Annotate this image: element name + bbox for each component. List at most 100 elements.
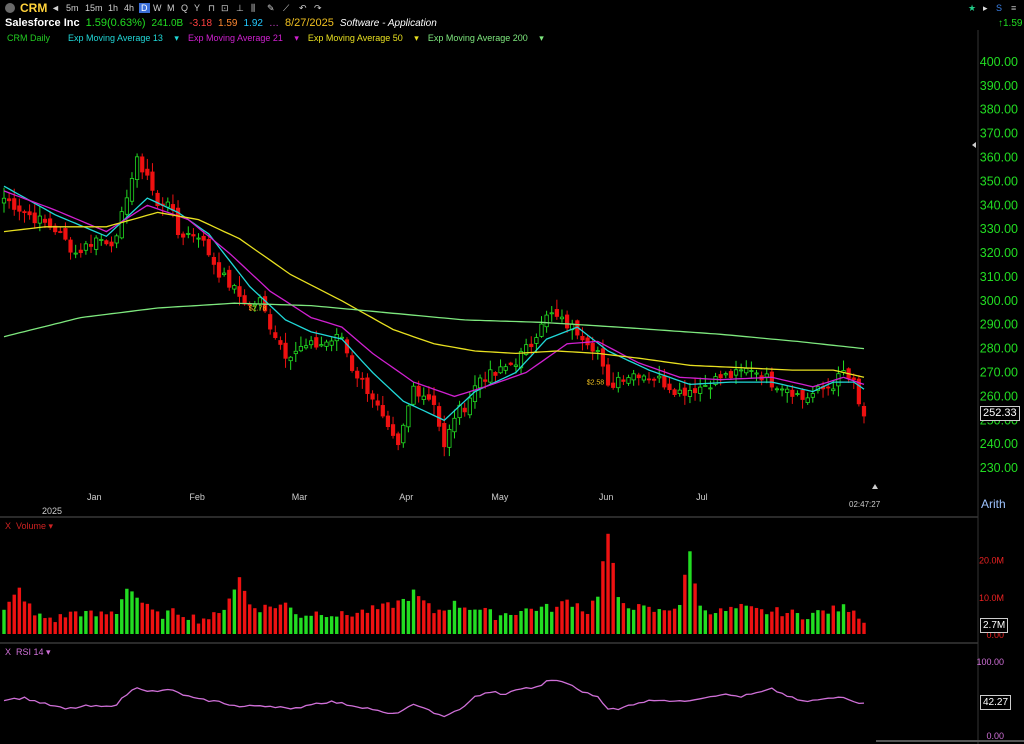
volume-bar xyxy=(795,613,800,634)
candle-body xyxy=(580,335,585,341)
price-tick-label: 270.00 xyxy=(980,366,1018,380)
favorite-star-icon[interactable]: ★ xyxy=(968,3,977,13)
volume-bar xyxy=(2,609,6,634)
candle-body xyxy=(749,370,754,372)
volume-bar xyxy=(729,606,733,634)
draw-tool-icon[interactable]: ✎ xyxy=(267,3,275,13)
candle-body xyxy=(32,212,37,224)
dividend-annotation: $2.58 xyxy=(587,379,605,386)
legend-ema50[interactable]: Exp Moving Average 50 ▾ xyxy=(307,33,419,43)
candle-body xyxy=(7,198,12,202)
s-badge-icon[interactable]: S xyxy=(996,3,1003,13)
tf-4h[interactable]: 4h xyxy=(124,3,135,13)
symbol-search-icon[interactable] xyxy=(5,3,15,13)
tf-5m[interactable]: 5m xyxy=(66,3,79,13)
candle-body xyxy=(314,337,319,348)
tf-q[interactable]: Q xyxy=(181,3,189,13)
volume-bar xyxy=(278,604,283,634)
candle-body xyxy=(723,373,728,376)
volume-bar xyxy=(299,617,303,634)
candle-body xyxy=(58,231,63,233)
ma-legend: CRM Daily Exp Moving Average 13 ▾ Exp Movi… xyxy=(7,33,553,44)
volume-tick-label: 10.0M xyxy=(979,593,1004,603)
volume-bar xyxy=(401,598,405,634)
redo-icon[interactable]: ↷ xyxy=(314,3,322,13)
volume-bar xyxy=(652,611,656,634)
candle-body xyxy=(472,385,478,403)
bars-icon[interactable]: ⫼ xyxy=(251,3,256,13)
ticker-symbol[interactable]: CRM xyxy=(20,1,48,15)
volume-bar xyxy=(130,591,134,634)
volume-bar xyxy=(463,607,467,634)
volume-bar xyxy=(150,609,155,634)
volume-bar xyxy=(232,589,237,634)
candle-body xyxy=(713,376,718,385)
volume-bar xyxy=(616,597,620,634)
compare-icon[interactable]: ⊡ xyxy=(221,3,229,13)
candle-body xyxy=(129,178,135,202)
scale-mode-label[interactable]: Arith xyxy=(981,497,1006,511)
tf-1h[interactable]: 1h xyxy=(108,3,119,13)
legend-crm-daily[interactable]: CRM Daily xyxy=(7,33,51,43)
candle-body xyxy=(524,344,529,355)
legend-ema21[interactable]: Exp Moving Average 21 ▾ xyxy=(187,33,299,43)
candle-body xyxy=(790,389,795,397)
price-tick-label: 310.00 xyxy=(980,270,1018,284)
candle-body xyxy=(88,244,94,247)
volume-bar xyxy=(7,601,11,634)
volume-bar xyxy=(770,611,774,634)
volume-bar xyxy=(381,603,385,634)
measure-icon[interactable]: ⟋ xyxy=(283,3,290,13)
volume-bar xyxy=(140,602,144,634)
tf-d[interactable]: D xyxy=(139,3,150,13)
tf-m[interactable]: M xyxy=(167,3,175,13)
value-3: 1.92 xyxy=(243,18,263,29)
candle-body xyxy=(851,377,856,380)
candle-body xyxy=(104,240,109,245)
ema-line xyxy=(3,211,865,378)
candle-body xyxy=(355,370,360,379)
volume-bar xyxy=(391,607,395,634)
candle-body xyxy=(124,197,129,215)
volume-bar xyxy=(468,609,472,634)
tf-15m[interactable]: 15m xyxy=(85,3,103,13)
rt-icon[interactable]: ▸ xyxy=(983,3,988,13)
volume-bar xyxy=(800,619,805,634)
candle-body xyxy=(452,417,457,433)
industry-label: Software - Application xyxy=(339,18,437,29)
volume-bar xyxy=(355,612,359,634)
volume-bar xyxy=(283,602,288,634)
legend-ema200[interactable]: Exp Moving Average 200 ▾ xyxy=(427,33,544,43)
menu-icon[interactable]: ≡ xyxy=(1011,3,1017,13)
dividend-annotation: $2.78 xyxy=(249,305,267,312)
back-icon[interactable]: ◄ xyxy=(51,3,60,13)
volume-bar xyxy=(227,598,231,634)
volume-bar xyxy=(155,611,160,634)
legend-ema13[interactable]: Exp Moving Average 13 ▾ xyxy=(68,33,179,43)
candle-body xyxy=(733,369,739,376)
volume-panel-label: X Volume ▾ xyxy=(5,521,54,531)
volume-bar xyxy=(89,610,93,634)
candle-body xyxy=(692,388,698,394)
tf-w[interactable]: W xyxy=(153,3,162,13)
volume-bar xyxy=(519,611,523,634)
candle-body xyxy=(175,207,181,235)
undo-icon[interactable]: ↶ xyxy=(299,3,307,13)
candle-body xyxy=(12,198,17,210)
indicator-icon[interactable]: ⊥ xyxy=(236,3,244,13)
volume-bar xyxy=(846,611,851,634)
chart-style-icon[interactable]: ⊓ xyxy=(208,3,216,13)
month-label: Apr xyxy=(399,492,413,502)
volume-bar xyxy=(248,604,252,634)
price-info-line: Salesforce Inc 1.59(0.63%) 241.0B -3.18 1.59… xyxy=(5,17,443,29)
price-tick-label: 320.00 xyxy=(980,246,1018,260)
candle-body xyxy=(646,378,652,381)
tf-y[interactable]: Y xyxy=(194,3,201,13)
candle-body xyxy=(53,225,58,233)
candle-body xyxy=(600,348,606,367)
volume-bar xyxy=(370,605,375,634)
volume-bar xyxy=(821,610,825,634)
candle-body xyxy=(99,239,104,241)
right-change: ↑1.59 xyxy=(998,18,1023,29)
volume-bar xyxy=(529,608,533,634)
